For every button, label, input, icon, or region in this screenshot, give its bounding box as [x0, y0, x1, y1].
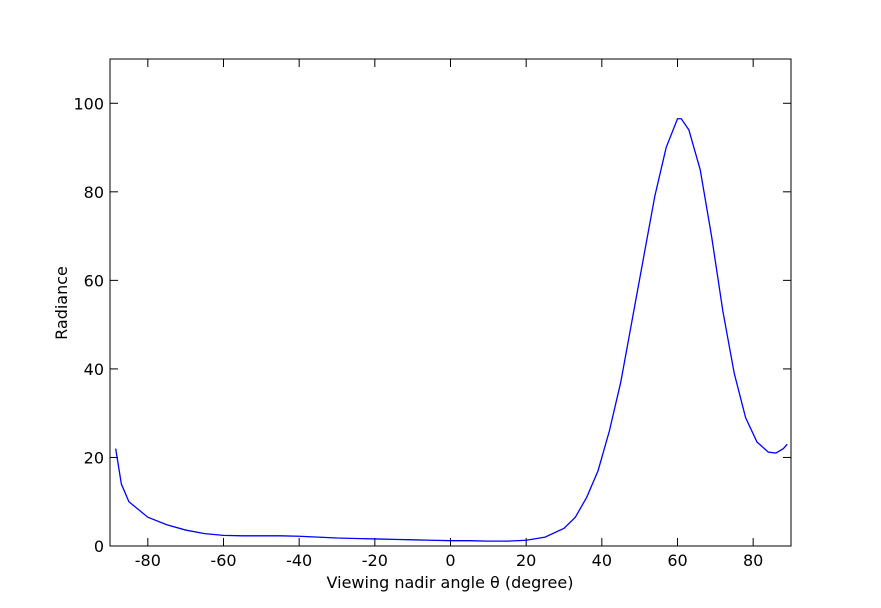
- y-tick-label: 0: [94, 537, 104, 556]
- y-tick-label: 100: [73, 94, 104, 113]
- y-tick-label: 80: [84, 183, 104, 202]
- x-axis-label: Viewing nadir angle θ (degree): [327, 573, 574, 592]
- y-tick-label: 40: [84, 360, 104, 379]
- x-tick-label: 40: [592, 551, 612, 570]
- x-tick-label: 0: [445, 551, 455, 570]
- x-tick-label: 60: [667, 551, 687, 570]
- x-tick-label: -20: [362, 551, 388, 570]
- x-tick-label: -80: [135, 551, 161, 570]
- y-tick-label: 20: [84, 448, 104, 467]
- line: [115, 118, 788, 542]
- x-tick-label: 80: [743, 551, 763, 570]
- plot-frame: [109, 58, 792, 547]
- x-tick-label: 20: [516, 551, 536, 570]
- y-axis-label: Radiance: [52, 266, 71, 340]
- y-tick-label: 60: [84, 271, 104, 290]
- x-tick-label: -60: [210, 551, 236, 570]
- x-tick-label: -40: [286, 551, 312, 570]
